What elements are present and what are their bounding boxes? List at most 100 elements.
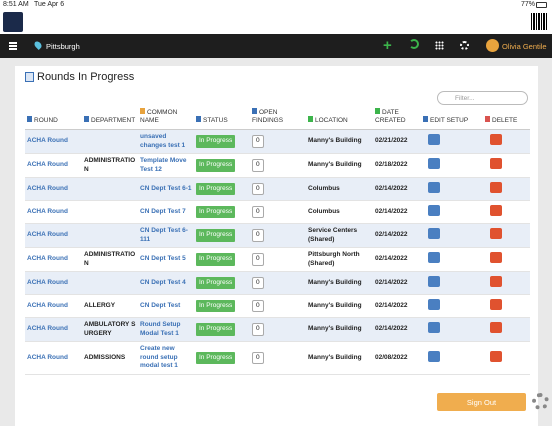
table-cell: CN Dept Test 7 — [138, 200, 194, 224]
table-cell: In Progress — [194, 200, 250, 224]
header-label: STATUS — [203, 117, 228, 124]
table-cell: CN Dept Test 6-1 — [138, 177, 194, 201]
open-findings: 0 — [252, 276, 264, 290]
table-cell — [421, 200, 483, 224]
table-cell: In Progress — [194, 247, 250, 272]
top-nav: Pittsburgh + Olivia Gentile — [0, 34, 552, 58]
edit-button[interactable] — [428, 228, 440, 240]
round-link[interactable]: ACHA Round — [27, 325, 68, 333]
open-findings: 0 — [252, 182, 264, 196]
department: ADMINISTRATION — [84, 157, 136, 173]
table-cell: 0 — [250, 223, 306, 248]
floating-settings[interactable] — [532, 393, 549, 410]
edit-button[interactable] — [428, 275, 440, 287]
edit-button[interactable] — [428, 181, 440, 193]
edit-button[interactable] — [428, 158, 440, 170]
table-cell: Template Move Test 12 — [138, 153, 194, 178]
round-link[interactable]: ACHA Round — [27, 207, 68, 215]
add-button[interactable]: + — [383, 37, 392, 54]
status-badge: In Progress — [196, 159, 236, 172]
table-cell — [82, 271, 138, 295]
round-link[interactable]: ACHA Round — [27, 184, 68, 192]
location-icon — [33, 40, 43, 50]
menu-button[interactable] — [9, 42, 17, 50]
common-name-link[interactable]: CN Dept Test 7 — [140, 207, 186, 215]
apps-button[interactable] — [435, 41, 444, 50]
table-cell — [483, 153, 530, 178]
round-link[interactable]: ACHA Round — [27, 137, 68, 145]
common-name-link[interactable]: CN Dept Test 5 — [140, 255, 186, 263]
department: ADMINISTRATION — [84, 251, 136, 267]
user-name[interactable]: Olivia Gentile — [502, 42, 547, 51]
delete-button[interactable] — [490, 322, 502, 334]
location[interactable]: Pittsburgh — [46, 42, 80, 51]
edit-button[interactable] — [428, 204, 440, 216]
sign-out-label: Sign Out — [466, 398, 497, 407]
delete-button[interactable] — [490, 181, 502, 193]
table-cell: 02/14/2022 — [373, 223, 421, 248]
delete-button[interactable] — [490, 298, 502, 310]
table-cell — [483, 223, 530, 248]
edit-button[interactable] — [428, 298, 440, 310]
table-body: ACHA Round unsaved changes test 1 In Progr… — [25, 129, 530, 375]
table-cell: 02/08/2022 — [373, 341, 421, 375]
round-link[interactable]: ACHA Round — [27, 301, 68, 309]
common-name-link[interactable]: Create new round setup modal test 1 — [140, 345, 178, 369]
common-name-link[interactable]: CN Dept Test 6-1 — [140, 184, 192, 192]
delete-button[interactable] — [490, 204, 502, 216]
table-cell: 02/21/2022 — [373, 129, 421, 154]
edit-button[interactable] — [428, 350, 440, 362]
open-findings: 0 — [252, 159, 264, 172]
settings-button[interactable] — [460, 41, 469, 50]
edit-button[interactable] — [428, 134, 440, 146]
round-link[interactable]: ACHA Round — [27, 161, 68, 169]
table-cell: In Progress — [194, 177, 250, 201]
status-badge: In Progress — [196, 253, 236, 266]
logo-bar — [0, 11, 552, 34]
table-cell: ACHA Round — [25, 129, 82, 154]
date-created: 02/21/2022 — [375, 137, 408, 145]
round-link[interactable]: ACHA Round — [27, 231, 68, 239]
header-icon — [485, 116, 490, 122]
table-cell: 02/14/2022 — [373, 247, 421, 272]
filter-input[interactable]: Filter... — [437, 91, 528, 105]
table-cell: 0 — [250, 271, 306, 295]
round-link[interactable]: ACHA Round — [27, 278, 68, 286]
delete-button[interactable] — [490, 275, 502, 287]
edit-button[interactable] — [428, 252, 440, 264]
common-name-link[interactable]: CN Dept Test 4 — [140, 278, 186, 286]
table-cell: In Progress — [194, 341, 250, 375]
edit-button[interactable] — [428, 322, 440, 334]
location: Columbus — [308, 184, 340, 192]
location: Manny's Building — [308, 325, 362, 333]
delete-button[interactable] — [490, 158, 502, 170]
table-cell: ADMINISTRATION — [82, 247, 138, 272]
table-row: ACHA Round ALLERGY CN Dept Test In Progress… — [25, 294, 530, 318]
avatar[interactable] — [486, 39, 499, 52]
common-name-link[interactable]: unsaved changes test 1 — [140, 133, 186, 149]
common-name-link[interactable]: Round Setup Modal Test 1 — [140, 321, 181, 337]
logo[interactable] — [3, 12, 23, 32]
round-link[interactable]: ACHA Round — [27, 353, 68, 361]
table-row: ACHA Round unsaved changes test 1 In Progr… — [25, 129, 530, 154]
refresh-button[interactable] — [409, 39, 419, 49]
table-cell: AMBULATORY SURGERY — [82, 317, 138, 342]
open-findings: 0 — [252, 323, 264, 336]
round-link[interactable]: ACHA Round — [27, 255, 68, 263]
table-cell — [82, 129, 138, 154]
barcode-button[interactable] — [531, 13, 547, 30]
table-cell: CN Dept Test 4 — [138, 271, 194, 295]
table-cell: ACHA Round — [25, 317, 82, 342]
sign-out-button[interactable]: Sign Out — [437, 393, 526, 411]
status-badge: In Progress — [196, 299, 236, 313]
delete-button[interactable] — [490, 350, 502, 362]
table-cell — [483, 177, 530, 201]
table-cell: In Progress — [194, 153, 250, 178]
common-name-link[interactable]: Template Move Test 12 — [140, 157, 187, 173]
common-name-link[interactable]: CN Dept Test — [140, 301, 181, 309]
delete-button[interactable] — [490, 228, 502, 240]
delete-button[interactable] — [490, 252, 502, 264]
common-name-link[interactable]: CN Dept Test 6-111 — [140, 227, 188, 243]
header-icon — [308, 116, 313, 122]
delete-button[interactable] — [490, 134, 502, 146]
